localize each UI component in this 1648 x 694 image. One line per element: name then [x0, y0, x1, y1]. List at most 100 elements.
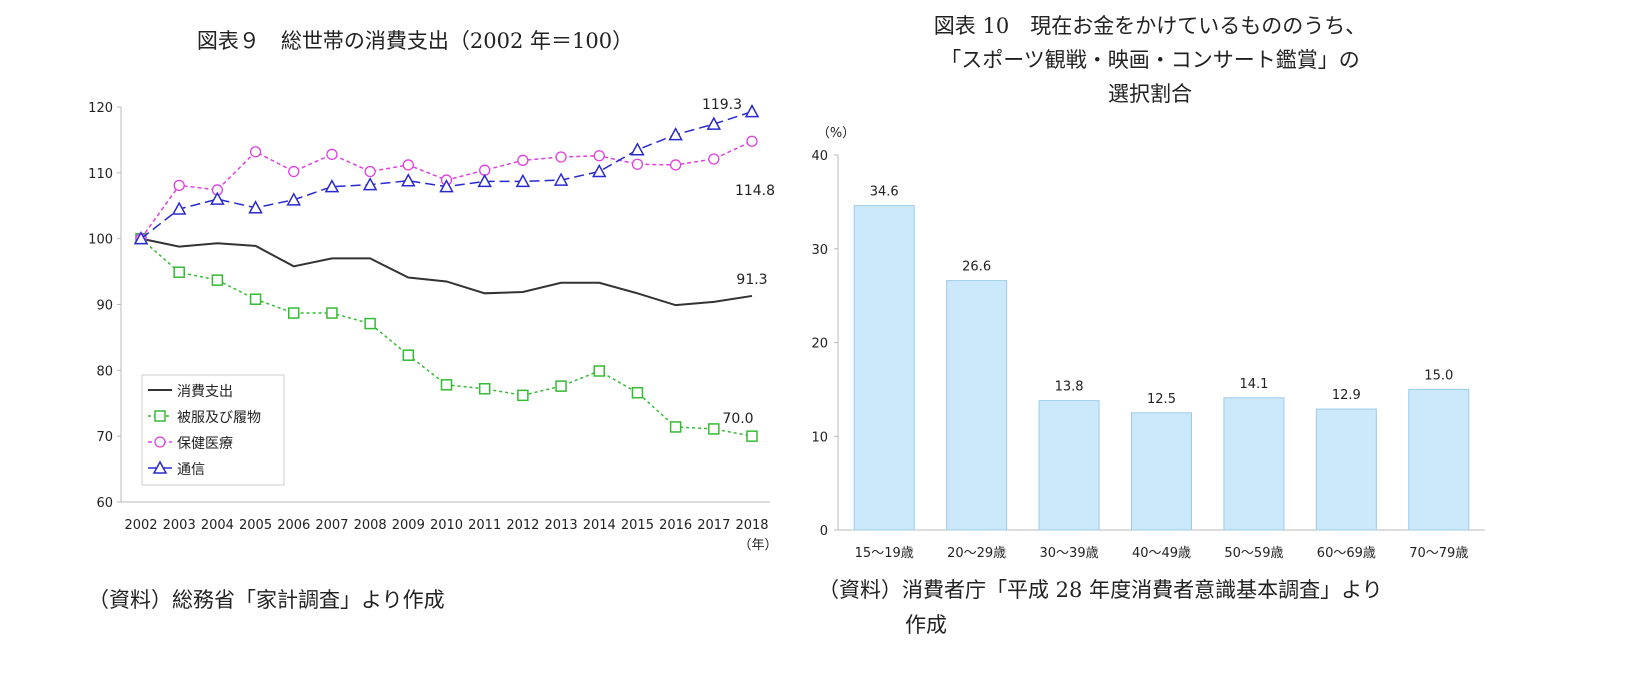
x-tick-label: 2011: [468, 518, 501, 533]
data-point: [746, 430, 758, 442]
data-point: [364, 317, 376, 330]
bar: [1131, 412, 1192, 531]
x-tick-label: 20〜29歳: [947, 546, 1006, 561]
x-tick-label: 2004: [201, 518, 234, 533]
data-point: [211, 274, 224, 286]
data-point: [706, 116, 722, 130]
bar-chart: （%） 0 10 20 30 40 34.6 15〜19歳 26.6 20〜29歳 13.8 30〜3…: [811, 126, 1485, 561]
data-point: [668, 127, 683, 141]
bar: [1038, 400, 1100, 531]
legend-marker: [152, 460, 168, 474]
legend-label: 被服及び履物: [177, 410, 261, 426]
x-tick-label: 15〜19歳: [855, 546, 914, 561]
data-point: [249, 293, 262, 305]
data-point: [630, 142, 645, 156]
x-tick-label: 2018: [735, 518, 768, 533]
bar: [946, 280, 1008, 531]
data-point: [478, 383, 491, 395]
legend-label: 保健医療: [177, 435, 233, 452]
data-point: [324, 179, 340, 193]
x-tick-label: 60〜69歳: [1317, 546, 1376, 561]
x-tick-label: 70〜79歳: [1409, 546, 1468, 561]
data-point: [401, 173, 416, 187]
y-axis-unit-label: （%）: [817, 126, 855, 141]
legend-marker: [154, 410, 166, 422]
x-tick-label: 2013: [545, 518, 578, 533]
bar: [1223, 397, 1285, 531]
data-label: 15.0: [1424, 368, 1453, 383]
bar-chart-title-line-2: 「スポーツ観戦・映画・コンサート鑑賞」の: [940, 48, 1360, 72]
y-tick-label: 110: [88, 167, 113, 182]
x-tick-label: 2017: [697, 518, 730, 533]
data-point: [669, 421, 682, 433]
data-point: [249, 146, 262, 158]
data-point: [517, 154, 529, 166]
line-chart-title: 図表９ 総世帯の消費支出（2002 年＝100）: [197, 29, 633, 53]
data-point: [593, 150, 605, 162]
x-tick-label: 2005: [239, 518, 272, 533]
data-point: [631, 386, 644, 399]
data-point: [133, 231, 149, 245]
bar-chart-title-line-3: 選択割合: [1108, 82, 1192, 106]
data-point: [171, 201, 187, 215]
legend-marker: [154, 436, 166, 448]
end-value-label: 70.0: [722, 411, 753, 427]
x-tick-label: 2002: [124, 518, 157, 533]
y-tick-label: 80: [96, 364, 113, 379]
data-point: [631, 158, 644, 170]
x-tick-label: 2009: [392, 518, 425, 533]
data-label: 13.8: [1055, 380, 1084, 395]
bar: [853, 205, 915, 531]
end-value-label: 119.3: [702, 97, 742, 113]
y-tick-label: 10: [811, 430, 828, 445]
bar-chart-source-line-1: （資料）消費者庁「平成 28 年度消費者意識基本調査」より: [818, 578, 1383, 602]
x-tick-label: 40〜49歳: [1132, 546, 1191, 561]
data-point: [402, 349, 415, 361]
data-point: [173, 266, 185, 278]
series-line-1: [140, 237, 753, 307]
line-chart: 60 70 80 90 100 110 120 2002 2003 2004 2005 2006 200…: [88, 97, 777, 553]
data-point: [477, 173, 492, 188]
x-tick-label: 2015: [621, 518, 654, 533]
data-point: [708, 423, 720, 435]
data-label: 26.6: [962, 260, 991, 275]
y-tick-label: 30: [811, 243, 828, 258]
legend-box: [141, 374, 285, 486]
end-value-label: 91.3: [736, 272, 767, 288]
x-tick-label: 2008: [354, 518, 387, 533]
y-tick-label: 120: [88, 101, 113, 116]
x-tick-label: 30〜39歳: [1040, 546, 1099, 561]
x-tick-label: 50〜59歳: [1224, 546, 1283, 561]
x-tick-label: 2006: [277, 518, 310, 533]
legend-label: 消費支出: [177, 384, 233, 400]
bar: [1408, 388, 1470, 531]
data-point: [669, 159, 682, 171]
data-point: [173, 179, 185, 191]
data-point: [326, 307, 338, 319]
data-point: [517, 389, 529, 402]
x-unit-label: （年）: [738, 538, 777, 553]
data-point: [515, 173, 531, 188]
data-point: [362, 177, 378, 191]
x-tick-label: 2016: [659, 518, 692, 533]
bar: [1315, 408, 1377, 531]
data-point: [746, 135, 758, 147]
data-point: [364, 165, 376, 178]
data-point: [439, 179, 454, 193]
data-point: [591, 163, 607, 178]
x-tick-label: 2012: [506, 518, 539, 533]
data-point: [288, 165, 300, 178]
data-point: [708, 153, 720, 165]
data-point: [286, 192, 302, 206]
data-point: [555, 151, 567, 163]
y-tick-label: 60: [96, 496, 113, 511]
data-point: [555, 380, 567, 392]
data-label: 14.1: [1239, 377, 1268, 392]
data-label: 12.9: [1332, 388, 1361, 403]
data-point: [593, 365, 605, 377]
y-tick-label: 70: [96, 430, 113, 445]
data-label: 34.6: [870, 185, 899, 200]
x-tick-label: 2014: [583, 518, 616, 533]
x-tick-label: 2003: [163, 518, 196, 533]
